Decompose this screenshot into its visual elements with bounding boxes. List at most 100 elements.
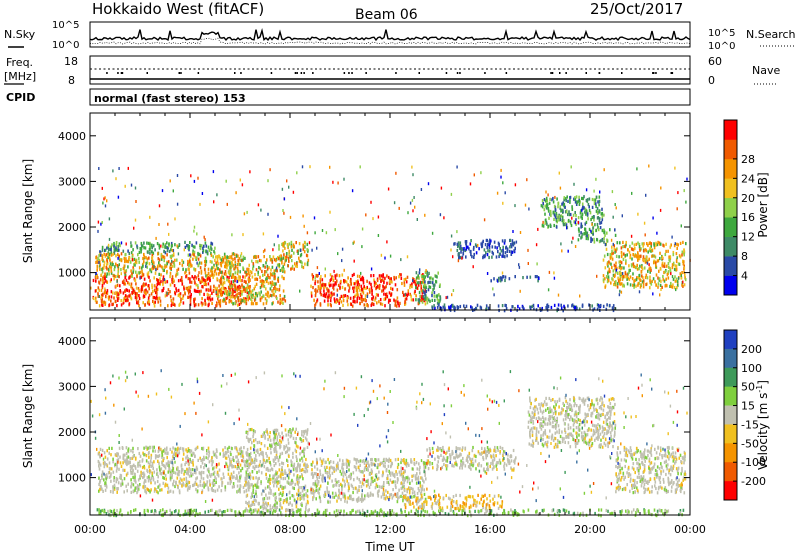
echo-cell [150, 488, 152, 492]
echo-cell [330, 291, 332, 295]
echo-cell [389, 254, 392, 258]
echo-cell [101, 448, 104, 452]
echo-cell [473, 245, 475, 250]
echo-cell [112, 263, 114, 267]
echo-cell [414, 205, 416, 209]
echo-cell [224, 262, 227, 266]
echo-cell [153, 470, 155, 474]
echo-cell [229, 295, 232, 299]
echo-cell [145, 288, 147, 292]
echo-cell [267, 479, 269, 483]
colorbar-swatch [724, 197, 737, 218]
echo-cell [334, 491, 337, 495]
echo-cell [591, 222, 593, 226]
echo-cell [176, 472, 179, 476]
echo-cell [239, 484, 241, 488]
echo-cell [676, 242, 678, 246]
echo-cell [178, 292, 181, 296]
echo-cell [185, 448, 187, 452]
echo-cell [301, 456, 303, 460]
echo-cell [341, 259, 343, 263]
echo-cell [264, 248, 266, 252]
echo-cell [157, 300, 159, 304]
echo-cell [591, 205, 594, 209]
echo-cell [604, 277, 606, 281]
echo-cell [593, 201, 596, 206]
echo-cell [611, 277, 613, 281]
echo-cell [206, 252, 209, 256]
echo-cell [244, 256, 246, 260]
echo-cell [112, 273, 115, 278]
echo-cell [502, 249, 504, 253]
echo-cell [243, 288, 245, 292]
echo-cell [272, 476, 274, 480]
echo-cell [499, 247, 501, 251]
echo-cell [314, 282, 316, 286]
echo-cell [395, 485, 397, 490]
echo-cell [164, 245, 166, 249]
echo-cell [266, 496, 269, 500]
echo-cell [396, 288, 399, 292]
echo-cell [247, 480, 250, 484]
echo-cell [274, 446, 276, 451]
echo-cell [464, 240, 467, 244]
echo-cell [174, 217, 176, 221]
echo-cell [574, 221, 576, 225]
echo-cell [404, 297, 407, 301]
echo-cell [424, 289, 426, 293]
echo-cell [156, 266, 159, 271]
echo-cell [527, 262, 529, 265]
echo-cell [179, 446, 182, 450]
echo-cell [490, 279, 492, 283]
echo-cell [161, 266, 164, 271]
echo-cell [193, 299, 195, 303]
echo-cell [153, 445, 155, 449]
echo-cell [245, 477, 247, 481]
echo-cell [514, 183, 517, 187]
echo-cell [306, 262, 309, 266]
echo-cell [655, 263, 657, 268]
echo-cell [238, 257, 241, 261]
echo-cell [106, 267, 108, 271]
echo-cell [180, 470, 183, 474]
echo-cell [132, 450, 134, 454]
echo-cell [161, 450, 163, 454]
echo-cell [587, 217, 589, 221]
echo-cell [519, 231, 522, 234]
echo-cell [152, 449, 154, 453]
echo-cell [296, 457, 298, 461]
echo-cell [112, 302, 114, 306]
echo-cell [231, 447, 233, 451]
echo-cell [193, 253, 195, 257]
echo-cell [306, 242, 309, 246]
echo-cell [431, 231, 434, 235]
echo-cell [187, 447, 190, 451]
echo-cell [161, 462, 164, 466]
echo-cell [105, 279, 107, 283]
echo-cell [117, 296, 120, 300]
echo-cell [517, 304, 519, 308]
echo-cell [135, 286, 138, 290]
echo-cell [268, 456, 270, 460]
echo-cell [375, 282, 377, 286]
echo-cell [554, 195, 556, 199]
echo-cell [371, 301, 374, 305]
echo-cell [457, 244, 459, 248]
echo-cell [95, 289, 98, 293]
echo-cell [439, 283, 441, 287]
echo-cell [657, 282, 660, 286]
echo-cell [221, 483, 223, 487]
echo-cell [152, 266, 155, 270]
echo-cell [644, 260, 647, 264]
echo-cell [226, 464, 229, 468]
echo-cell [203, 281, 206, 286]
echo-cell [254, 465, 257, 469]
echo-cell [208, 302, 210, 306]
echo-cell [675, 264, 678, 268]
echo-cell [459, 241, 462, 245]
echo-cell [274, 503, 276, 507]
echo-cell [506, 249, 509, 253]
echo-cell [202, 249, 205, 253]
echo-cell [166, 291, 168, 295]
echo-cell [185, 476, 188, 480]
